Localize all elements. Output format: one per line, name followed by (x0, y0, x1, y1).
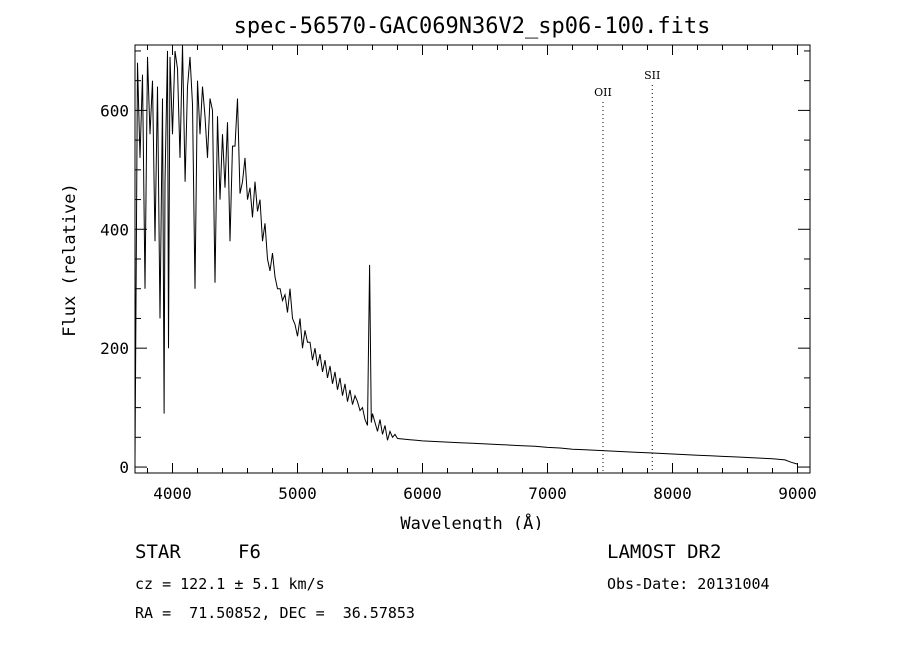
x-axis-label: Wavelength (Å) (400, 512, 543, 530)
x-tick-label: 9000 (778, 484, 817, 503)
x-tick-label: 4000 (153, 484, 192, 503)
chart-title: spec-56570-GAC069N36V2_sp06-100.fits (234, 14, 711, 39)
plot-border (134, 44, 811, 474)
redshift-cz: cz = 122.1 ± 5.1 km/s (135, 575, 325, 593)
object-subclass: F6 (238, 541, 261, 563)
y-tick-label: 0 (119, 458, 129, 477)
flux-series-line (134, 44, 798, 465)
sky-coordinates: RA = 71.50852, DEC = 36.57853 (135, 604, 415, 622)
survey-name: LAMOST DR2 (607, 541, 722, 563)
axis-ticks (135, 45, 810, 473)
observation-date: Obs-Date: 20131004 (607, 575, 770, 593)
object-class: STAR (135, 541, 181, 563)
emission-line-label: OII (594, 86, 612, 99)
y-axis-label: Flux (relative) (60, 183, 80, 337)
x-tick-label: 6000 (403, 484, 442, 503)
x-tick-label: 5000 (278, 484, 317, 503)
spectrum-chart: spec-56570-GAC069N36V2_sp06-100.fits 400… (60, 14, 817, 530)
y-tick-label: 200 (100, 339, 129, 358)
x-tick-label: 7000 (528, 484, 567, 503)
y-tick-label: 400 (100, 220, 129, 239)
plot-frame (134, 44, 811, 474)
emission-line-markers: OII SII (594, 69, 660, 473)
emission-line-label: SII (644, 69, 660, 82)
y-tick-label: 600 (100, 101, 129, 120)
x-tick-label: 8000 (653, 484, 692, 503)
axis-tick-labels: 4000 5000 6000 7000 8000 9000 0 200 400 600 (100, 101, 817, 503)
